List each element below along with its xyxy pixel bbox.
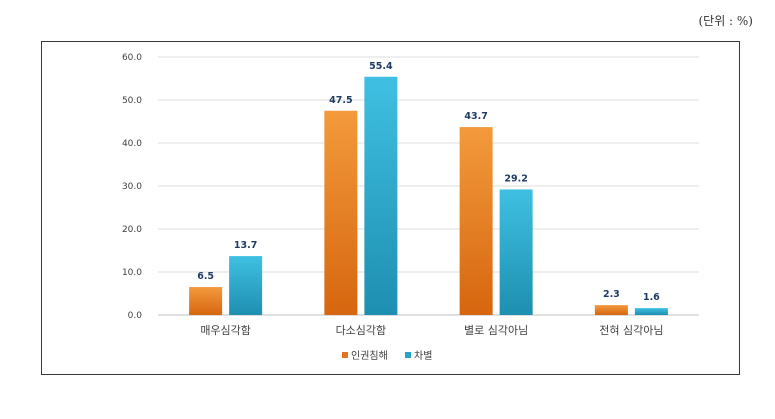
x-tick-label: 매우심각함 xyxy=(200,324,251,337)
y-tick-label: 50.0 xyxy=(122,96,142,106)
data-label: 6.5 xyxy=(197,271,214,282)
legend-swatch xyxy=(342,352,348,358)
bar-discrimination xyxy=(634,308,668,315)
legend-swatch xyxy=(405,352,411,358)
data-label: 29.2 xyxy=(504,173,527,184)
x-tick-label: 다소심각함 xyxy=(336,324,387,337)
y-tick-label: 10.0 xyxy=(122,268,142,278)
x-tick-label: 별로 심각아님 xyxy=(464,324,528,337)
bar-discrimination xyxy=(499,189,533,315)
bar-human-rights xyxy=(594,305,628,315)
bar-chart: 0.0 10.0 20.0 30.0 40.0 50.0 60.0 6.5 13.7 매우심각함… xyxy=(122,53,699,362)
data-label: 55.4 xyxy=(369,61,393,72)
bar-discrimination xyxy=(229,256,263,315)
bar-human-rights xyxy=(324,110,358,315)
bar-human-rights xyxy=(459,127,493,315)
bar-human-rights xyxy=(189,287,223,315)
legend-label: 인권침해 xyxy=(351,349,388,362)
unit-note: (단위 : %) xyxy=(698,14,753,28)
legend-label: 차별 xyxy=(414,350,432,362)
chart-frame: 0.0 10.0 20.0 30.0 40.0 50.0 60.0 6.5 13.7 매우심각함… xyxy=(41,41,740,375)
data-label: 47.5 xyxy=(329,95,352,106)
data-label: 13.7 xyxy=(234,240,257,251)
y-tick-label: 20.0 xyxy=(122,225,142,235)
bar-discrimination xyxy=(364,76,398,315)
y-tick-label: 40.0 xyxy=(122,139,142,149)
y-tick-label: 60.0 xyxy=(122,53,142,63)
data-label: 1.6 xyxy=(643,292,660,303)
y-tick-label: 30.0 xyxy=(122,182,142,192)
data-label: 2.3 xyxy=(603,289,620,300)
x-tick-label: 전혀 심각아님 xyxy=(599,324,663,337)
y-tick-label: 0.0 xyxy=(128,311,143,321)
data-label: 43.7 xyxy=(464,111,487,122)
